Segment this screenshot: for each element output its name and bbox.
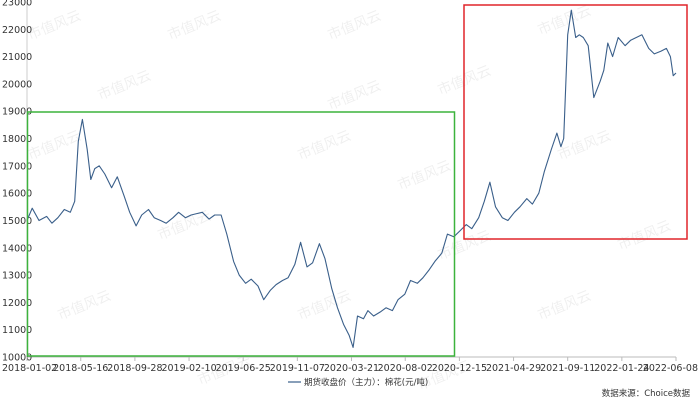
y-tick-label: 21000	[2, 52, 32, 63]
y-tick-label: 23000	[2, 0, 32, 9]
x-tick-label: 2019-06-25	[216, 363, 271, 374]
watermark-text: 市值风云	[165, 7, 223, 44]
y-tick-label: 15000	[2, 216, 32, 227]
watermark-text: 市值风云	[295, 287, 353, 324]
series-layer	[26, 9, 677, 348]
x-tick-label: 2019-02-10	[161, 363, 216, 374]
y-tick-label: 13000	[2, 271, 32, 282]
watermark-text: 市值风云	[95, 67, 153, 104]
y-tick-label: 10000	[2, 353, 32, 364]
highlight-box-green	[26, 111, 456, 357]
y-tick-label: 12000	[2, 298, 32, 309]
series-line	[26, 9, 677, 348]
watermark-text: 市值风云	[55, 287, 113, 324]
watermark-text: 市值风云	[25, 7, 83, 44]
highlight-box-red	[463, 4, 688, 240]
y-tick-label: 14000	[2, 243, 32, 254]
watermark-text: 市值风云	[615, 217, 673, 254]
legend: 期货收盘价（主力）：棉花(元/吨)	[288, 377, 428, 388]
y-tick-label: 19000	[2, 107, 32, 118]
y-tick-label: 18000	[2, 134, 32, 145]
y-tick-label: 20000	[2, 79, 32, 90]
highlight-boxes	[26, 4, 688, 357]
legend-label: 期货收盘价（主力）：棉花(元/吨)	[304, 377, 428, 388]
watermark-text: 市值风云	[395, 157, 453, 194]
x-tick-label: 2020-03-21	[324, 363, 379, 374]
watermark-text: 市值风云	[25, 127, 83, 164]
watermark-text: 市值风云	[535, 2, 593, 39]
watermark-text: 市值风云	[325, 7, 383, 44]
data-source-label: 数据来源：Choice数据	[602, 388, 691, 399]
y-tick-label: 16000	[2, 189, 32, 200]
y-tick-label: 11000	[2, 325, 32, 336]
x-tick-label: 2020-08-02	[378, 363, 433, 374]
watermark-text: 市值风云	[325, 77, 383, 114]
x-tick-label: 2019-11-07	[270, 363, 325, 374]
x-tick-label: 2018-09-28	[107, 363, 162, 374]
x-tick-label: 2020-12-15	[432, 363, 487, 374]
x-axis-ticks: 2018-01-022018-05-162018-09-282019-02-10…	[2, 357, 698, 374]
watermark-text: 市值风云	[155, 207, 213, 244]
x-tick-label: 2018-05-16	[53, 363, 108, 374]
x-tick-label: 2018-01-02	[2, 363, 57, 374]
x-tick-label: 2022-01-24	[594, 363, 649, 374]
y-tick-label: 17000	[2, 161, 32, 172]
x-tick-label: 2021-04-29	[486, 363, 541, 374]
y-tick-label: 22000	[2, 25, 32, 36]
y-axis-ticks: 10000 11000 12000 13000 14000 15000 16000 17000…	[2, 0, 32, 364]
watermark-text: 市值风云	[535, 287, 593, 324]
watermark-text: 市值风云	[295, 127, 353, 164]
x-tick-label: 2021-09-11	[540, 363, 595, 374]
x-tick-label: 2022-06-08	[643, 363, 698, 374]
